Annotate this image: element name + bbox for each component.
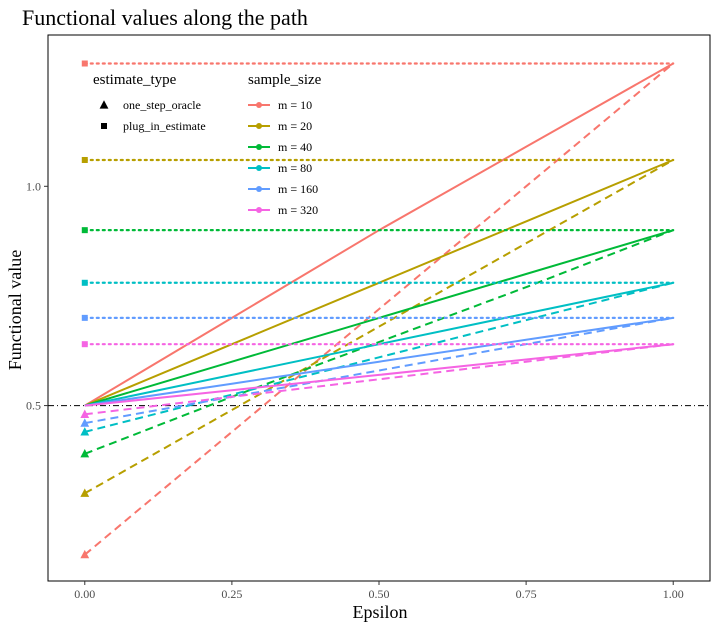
one-step-oracle-point xyxy=(80,549,90,559)
functional-path-line xyxy=(84,343,674,407)
one-step-oracle-line xyxy=(84,281,674,433)
functional-path-line xyxy=(84,316,674,407)
series-5 xyxy=(80,314,675,427)
x-tick-label: 0.75 xyxy=(516,587,537,601)
one-step-oracle-point xyxy=(80,449,90,458)
y-axis-title: Functional value xyxy=(5,250,25,370)
chart-title: Functional values along the path xyxy=(22,5,308,30)
legend-label: m = 40 xyxy=(278,140,312,154)
legend-title: sample_size xyxy=(248,72,322,88)
legend: estimate_type one_step_oracle plug_in_esti… xyxy=(93,72,322,217)
legend-key-triangle xyxy=(99,100,109,109)
plug-in-point xyxy=(81,341,88,348)
x-tick-label: 0.50 xyxy=(369,587,390,601)
x-tick-label: 0.00 xyxy=(74,587,95,601)
y-tick-label: 0.5 xyxy=(26,399,41,413)
one-step-oracle-line xyxy=(84,343,674,416)
legend-title: estimate_type xyxy=(93,72,177,88)
legend-key-point xyxy=(256,207,262,213)
series-6 xyxy=(80,341,675,418)
legend-key-square xyxy=(101,123,107,129)
one-step-oracle-line xyxy=(84,159,674,495)
series-3 xyxy=(80,227,675,458)
legend-key-point xyxy=(256,102,262,108)
one-step-oracle-line xyxy=(84,62,674,556)
x-axis-title: Epsilon xyxy=(352,602,407,622)
plot-panel: 0.00 0.25 0.50 0.75 1.00 0.5 1.0 xyxy=(26,34,711,601)
plug-in-point xyxy=(81,227,88,234)
legend-label: m = 80 xyxy=(278,161,312,175)
legend-label: m = 160 xyxy=(278,182,318,196)
legend-key-point xyxy=(256,123,262,129)
legend-label: m = 320 xyxy=(278,203,318,217)
legend-label: plug_in_estimate xyxy=(123,119,206,133)
one-step-oracle-point xyxy=(80,409,90,418)
legend-key-point xyxy=(256,144,262,150)
plug-in-point xyxy=(81,279,88,286)
legend-label: m = 10 xyxy=(278,98,312,112)
series-4 xyxy=(80,279,675,436)
plug-in-point xyxy=(81,314,88,321)
plug-in-point xyxy=(81,60,88,67)
one-step-oracle-line xyxy=(84,229,674,455)
legend-label: one_step_oracle xyxy=(123,98,201,112)
x-tick-label: 0.25 xyxy=(221,587,242,601)
legend-key-point xyxy=(256,165,262,171)
one-step-oracle-point xyxy=(80,427,90,436)
one-step-oracle-line xyxy=(84,316,674,425)
legend-key-point xyxy=(256,186,262,192)
series-2 xyxy=(80,156,675,497)
y-tick-label: 1.0 xyxy=(26,179,41,193)
series-1 xyxy=(80,60,675,559)
legend-label: m = 20 xyxy=(278,119,312,133)
plug-in-point xyxy=(81,156,88,163)
x-tick-label: 1.00 xyxy=(663,587,684,601)
one-step-oracle-point xyxy=(80,418,90,427)
one-step-oracle-point xyxy=(80,488,90,497)
